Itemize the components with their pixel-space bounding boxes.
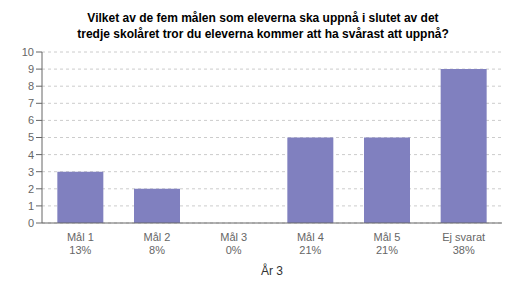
svg-text:2: 2 xyxy=(28,183,34,195)
svg-text:År 3: År 3 xyxy=(261,263,283,275)
svg-text:Mål 113%: Mål 113% xyxy=(67,231,94,256)
svg-text:4: 4 xyxy=(28,149,34,161)
svg-text:Ej svarat38%: Ej svarat38% xyxy=(442,231,485,256)
svg-text:9: 9 xyxy=(28,63,34,75)
svg-text:10: 10 xyxy=(22,46,34,58)
svg-text:1: 1 xyxy=(28,200,34,212)
svg-text:Mål 30%: Mål 30% xyxy=(220,231,247,256)
svg-text:Mål 28%: Mål 28% xyxy=(144,231,171,256)
svg-text:3: 3 xyxy=(28,166,34,178)
html-text:Vilket av de fem målen som ele: Vilket av de fem målen som eleverna ska … xyxy=(87,11,439,25)
svg-text:6: 6 xyxy=(28,114,34,126)
svg-text:8: 8 xyxy=(28,80,34,92)
svg-text:Mål 521%: Mål 521% xyxy=(374,231,401,256)
html-text:tredje skolåret tror du elever: tredje skolåret tror du eleverna kommer … xyxy=(77,27,449,41)
svg-text:7: 7 xyxy=(28,97,34,109)
svg-text:Mål 421%: Mål 421% xyxy=(297,231,324,256)
svg-text:0: 0 xyxy=(28,217,34,229)
svg-text:5: 5 xyxy=(28,131,34,143)
